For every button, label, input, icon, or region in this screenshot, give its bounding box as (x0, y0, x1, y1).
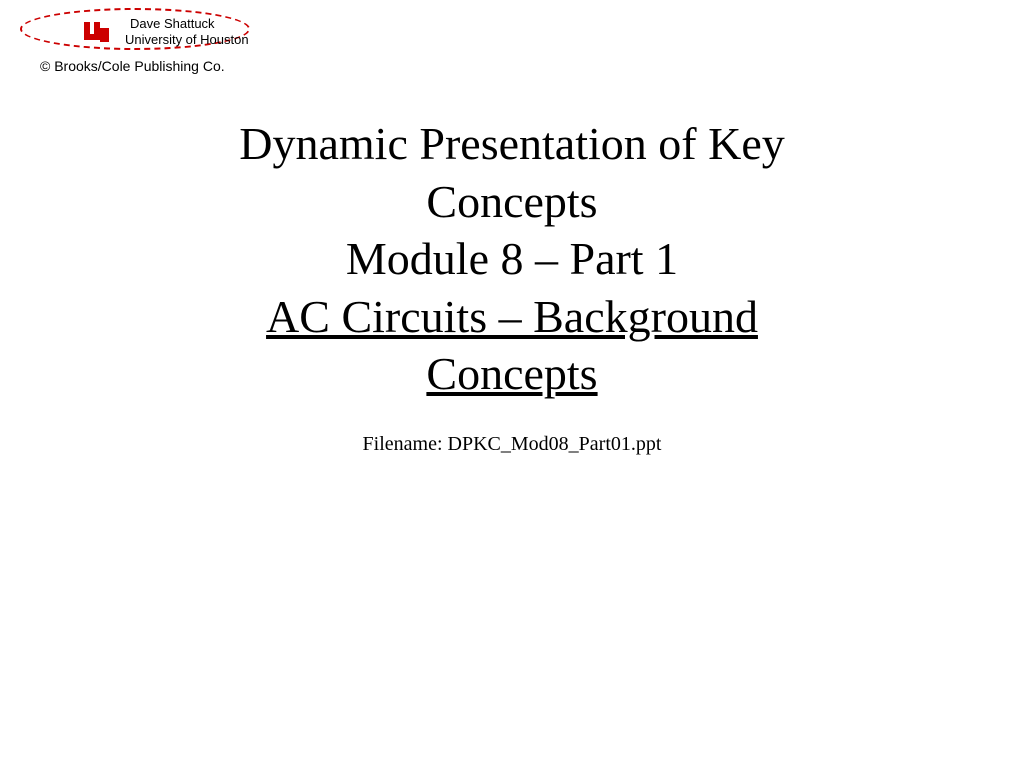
title-line-2: Concepts (0, 173, 1024, 231)
subtitle-line-1: AC Circuits – Background (0, 288, 1024, 346)
copyright-text: © Brooks/Cole Publishing Co. (40, 58, 225, 74)
subtitle-line-2: Concepts (0, 345, 1024, 403)
header-author: Dave Shattuck (130, 16, 215, 31)
title-line-3: Module 8 – Part 1 (0, 230, 1024, 288)
header-university: University of Houston (125, 32, 249, 47)
uh-logo-icon (80, 18, 110, 48)
header-badge: Dave Shattuck University of Houston (20, 8, 250, 62)
slide-content: Dynamic Presentation of Key Concepts Mod… (0, 115, 1024, 456)
filename-text: Filename: DPKC_Mod08_Part01.ppt (0, 433, 1024, 456)
title-line-1: Dynamic Presentation of Key (0, 115, 1024, 173)
